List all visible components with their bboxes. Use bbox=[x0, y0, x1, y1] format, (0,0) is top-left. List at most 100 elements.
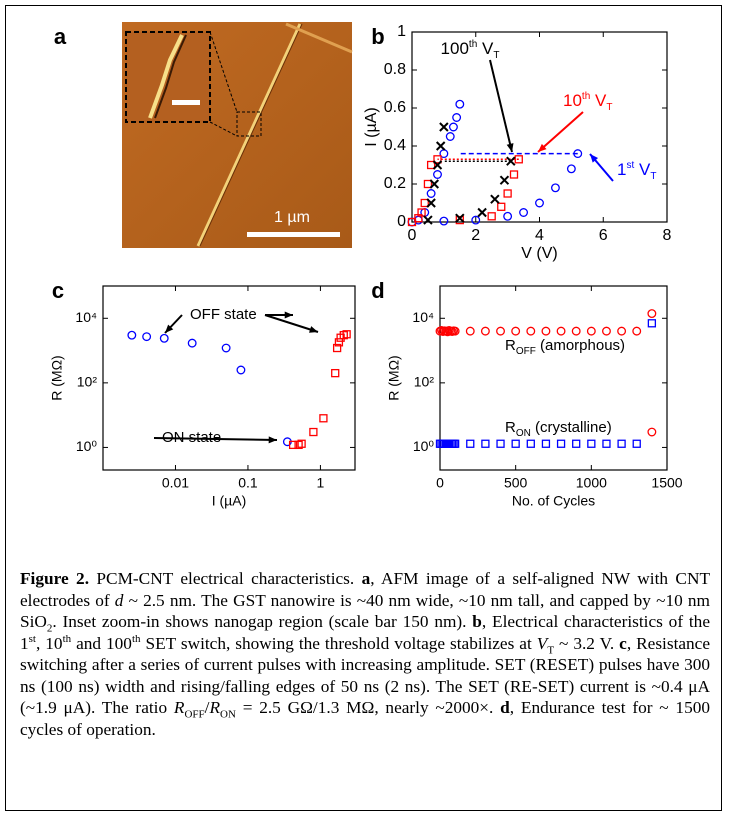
afm-image bbox=[122, 22, 352, 248]
data-point bbox=[128, 331, 136, 339]
data-point bbox=[504, 213, 512, 221]
annotation-run: V bbox=[590, 91, 607, 110]
caption-run: st bbox=[29, 633, 36, 645]
data-point bbox=[603, 327, 611, 335]
y-tick-label: 1 bbox=[397, 23, 406, 40]
x-tick-label: 6 bbox=[599, 227, 608, 244]
x-tick-label: 8 bbox=[663, 227, 672, 244]
annotation: OFF state bbox=[190, 306, 257, 323]
data-point bbox=[332, 370, 339, 377]
annotation-run: ON bbox=[516, 428, 531, 439]
y-tick-label: 10⁴ bbox=[412, 309, 434, 325]
data-point bbox=[511, 171, 518, 178]
annotation-arrowhead bbox=[269, 436, 277, 443]
annotation-arrow bbox=[265, 315, 318, 332]
y-tick-label: 0.8 bbox=[384, 61, 406, 78]
caption-run: ON bbox=[220, 708, 236, 720]
data-point bbox=[618, 327, 626, 335]
data-point bbox=[427, 190, 435, 198]
data-point bbox=[440, 123, 448, 131]
caption-run: R bbox=[209, 698, 220, 717]
annotation: 10th VT bbox=[563, 91, 612, 113]
x-tick-label: 1500 bbox=[651, 475, 682, 491]
data-point bbox=[424, 216, 432, 224]
x-tick-label: 0 bbox=[408, 227, 417, 244]
annotation: ROFF (amorphous) bbox=[505, 337, 625, 357]
y-tick-label: 10² bbox=[414, 374, 435, 390]
data-point bbox=[520, 209, 528, 217]
caption-run: PCM-CNT electrical characteristics. bbox=[89, 569, 362, 588]
caption-run: SET switch, showing the threshold voltag… bbox=[141, 634, 537, 653]
data-point bbox=[456, 100, 464, 108]
data-point bbox=[527, 327, 535, 335]
data-point bbox=[498, 203, 505, 210]
caption-run: = 2.5 GΩ/1.3 MΩ, nearly ~2000×. bbox=[236, 698, 500, 717]
y-tick-label: 10⁰ bbox=[76, 438, 98, 454]
caption-run: th bbox=[63, 633, 72, 645]
x-axis-label: I (µA) bbox=[212, 493, 247, 509]
caption-run: . Inset zoom-in shows nanogap region (sc… bbox=[52, 612, 472, 631]
data-point bbox=[648, 428, 656, 436]
data-point bbox=[478, 209, 486, 217]
data-point bbox=[500, 176, 508, 184]
data-point bbox=[573, 440, 580, 447]
annotation-arrowhead bbox=[309, 326, 318, 333]
annotation-run: 1 bbox=[617, 160, 626, 179]
annotation-run: V bbox=[477, 39, 494, 58]
annotation-run: 100 bbox=[441, 39, 469, 58]
annotation-arrow bbox=[538, 112, 583, 152]
annotation: 1st VT bbox=[617, 160, 656, 182]
data-point bbox=[507, 157, 515, 165]
caption-run: d bbox=[500, 698, 510, 717]
x-axis-label: V (V) bbox=[521, 245, 557, 262]
y-tick-label: 10⁰ bbox=[413, 438, 435, 454]
annotation-run: 10 bbox=[563, 91, 582, 110]
caption-run: ~ 3.2 V. bbox=[554, 634, 619, 653]
y-tick-label: 0.2 bbox=[384, 175, 406, 192]
caption: Figure 2. PCM-CNT electrical characteris… bbox=[20, 568, 710, 740]
y-tick-label: 0 bbox=[397, 213, 406, 230]
caption-run: c bbox=[619, 634, 627, 653]
y-tick-label: 0.4 bbox=[384, 137, 406, 154]
data-point bbox=[222, 344, 230, 352]
data-point bbox=[160, 334, 168, 342]
data-point bbox=[437, 142, 445, 150]
annotation-run: OFF state bbox=[190, 306, 257, 323]
data-point bbox=[456, 214, 464, 222]
x-tick-label: 4 bbox=[535, 227, 544, 244]
data-point bbox=[434, 171, 442, 179]
page: a1 µmb0246800.20.40.60.81V (V)I (µA)100t… bbox=[0, 0, 729, 819]
data-point bbox=[603, 440, 610, 447]
data-point bbox=[633, 440, 640, 447]
x-tick-label: 2 bbox=[471, 227, 480, 244]
data-point bbox=[310, 429, 317, 436]
data-point bbox=[542, 327, 550, 335]
data-point bbox=[648, 310, 656, 318]
annotation-run: (amorphous) bbox=[536, 337, 625, 354]
data-point bbox=[512, 440, 519, 447]
data-point bbox=[482, 327, 490, 335]
data-point bbox=[450, 123, 458, 131]
data-point bbox=[588, 327, 596, 335]
y-tick-label: 10⁴ bbox=[75, 309, 97, 325]
data-point bbox=[320, 415, 327, 422]
data-point bbox=[512, 327, 520, 335]
data-point bbox=[536, 199, 544, 207]
data-point bbox=[552, 184, 560, 192]
caption-run: , 10 bbox=[36, 634, 63, 653]
panel-label: c bbox=[52, 278, 64, 303]
data-point bbox=[568, 165, 576, 173]
data-point bbox=[557, 327, 565, 335]
annotation: 100th VT bbox=[441, 39, 500, 61]
scale-bar-label: 1 µm bbox=[274, 209, 310, 226]
data-point bbox=[497, 440, 504, 447]
data-point bbox=[188, 339, 196, 347]
data-point bbox=[572, 327, 580, 335]
x-tick-label: 1 bbox=[317, 475, 325, 491]
caption-run: V bbox=[537, 634, 548, 653]
data-point bbox=[453, 114, 461, 122]
annotation-run: T bbox=[650, 171, 656, 182]
panel-label: a bbox=[54, 24, 67, 49]
annotation-run: OFF bbox=[516, 346, 536, 357]
